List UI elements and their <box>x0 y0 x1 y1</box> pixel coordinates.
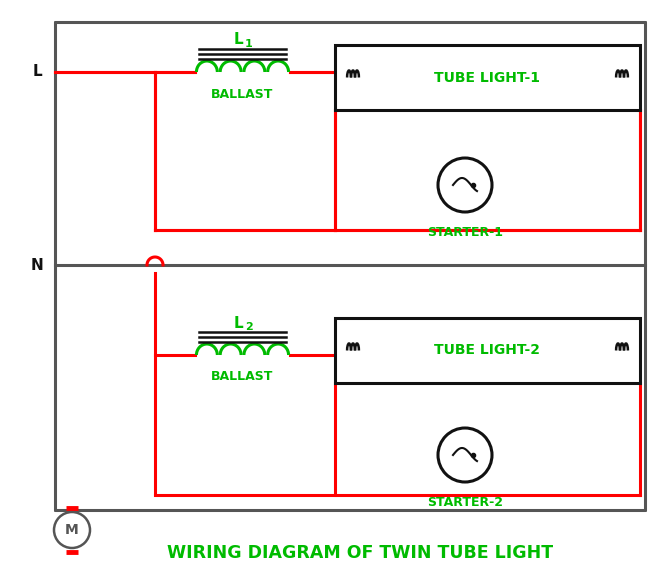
Text: TUBE LIGHT-1: TUBE LIGHT-1 <box>434 70 541 85</box>
Text: BALLAST: BALLAST <box>211 370 274 384</box>
Circle shape <box>438 428 492 482</box>
Text: BALLAST: BALLAST <box>211 88 274 100</box>
Bar <box>335 45 640 110</box>
Text: L: L <box>233 316 244 331</box>
Text: L: L <box>32 65 41 79</box>
Bar <box>335 318 640 383</box>
Text: 1: 1 <box>245 39 252 49</box>
Circle shape <box>438 158 492 212</box>
Text: TUBE LIGHT-2: TUBE LIGHT-2 <box>434 343 541 358</box>
Circle shape <box>54 512 90 548</box>
Text: STARTER-2: STARTER-2 <box>427 497 503 510</box>
Text: WIRING DIAGRAM OF TWIN TUBE LIGHT: WIRING DIAGRAM OF TWIN TUBE LIGHT <box>167 544 553 562</box>
Text: N: N <box>31 257 43 272</box>
Text: M: M <box>65 523 79 537</box>
Text: 2: 2 <box>245 322 252 332</box>
Text: STARTER-1: STARTER-1 <box>427 226 503 240</box>
Text: L: L <box>233 32 244 47</box>
